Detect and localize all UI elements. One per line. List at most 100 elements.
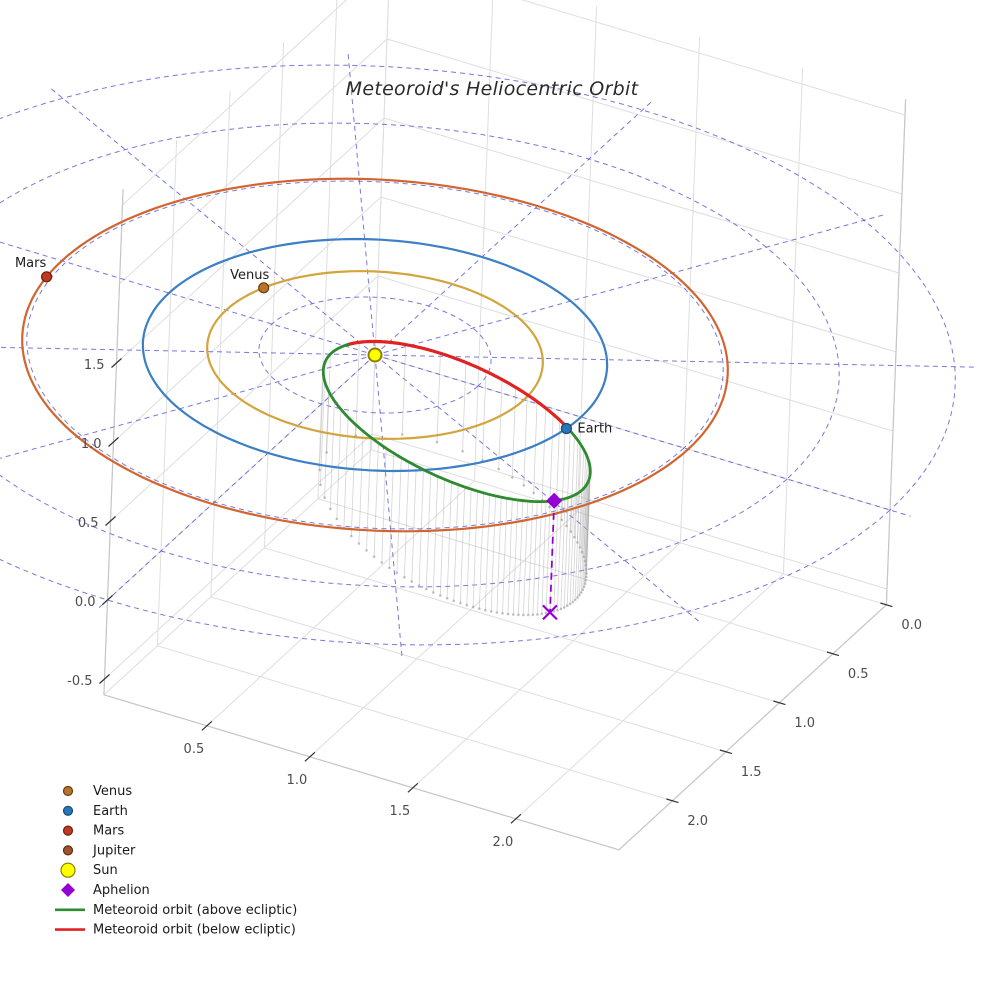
legend-marker-aphelion xyxy=(61,883,75,897)
stem-dot xyxy=(461,450,464,453)
stem-dot xyxy=(568,602,572,606)
plot-title: Meteoroid's Heliocentric Orbit xyxy=(345,78,639,100)
pane-grid xyxy=(103,0,907,851)
stem-dot xyxy=(584,579,588,582)
meteoroid-orbit-below-ecliptic xyxy=(346,339,571,431)
z-tick-label: 0.5 xyxy=(78,516,99,531)
planet-label-mars: Mars xyxy=(15,256,47,271)
planet-marker-earth xyxy=(560,422,573,435)
legend-marker-mars xyxy=(62,825,74,836)
stem-dot xyxy=(445,596,449,600)
stem-dot xyxy=(425,587,428,591)
stem-dot xyxy=(478,607,481,610)
planet-marker-venus xyxy=(258,282,270,294)
stem-dot xyxy=(465,603,469,607)
planet-marker-mars xyxy=(40,271,53,283)
stem-dot xyxy=(325,451,329,454)
aphelion-floor-projection-x xyxy=(542,604,558,621)
meteoroid-orbit xyxy=(321,339,592,503)
x-tick-label: 2.0 xyxy=(493,835,514,850)
stem-dot xyxy=(400,433,404,436)
stem-dot xyxy=(497,467,501,471)
y-tick-label: 2.0 xyxy=(687,814,708,829)
aphelion-group xyxy=(542,492,563,621)
stem-dot xyxy=(357,542,361,545)
orbit-earth xyxy=(141,237,609,473)
stem-dot xyxy=(556,608,559,612)
stem-dot xyxy=(536,613,539,616)
z-tick-label: 1.5 xyxy=(84,358,105,373)
stem-dot xyxy=(571,600,575,604)
stem-dot xyxy=(565,604,569,607)
stem-dot xyxy=(544,611,548,615)
stem-dot xyxy=(365,549,368,552)
stem-dot xyxy=(517,613,520,617)
stem-dot xyxy=(583,582,587,585)
stem-dot xyxy=(560,518,563,522)
stem-dot xyxy=(417,584,421,587)
ecliptic-polar-grid xyxy=(0,53,978,657)
legend-marker-earth xyxy=(62,805,74,816)
stem-dot xyxy=(578,593,581,597)
stem-dot xyxy=(403,576,406,579)
stem-dot xyxy=(380,561,384,564)
y-tick-label: 0.0 xyxy=(901,618,922,633)
y-tick-label: 0.5 xyxy=(848,667,869,682)
aphelion-marker xyxy=(546,492,563,509)
stem-dot xyxy=(585,575,588,579)
stem-dot xyxy=(512,613,515,616)
stem-dot xyxy=(569,530,573,533)
stem-dot xyxy=(562,606,566,609)
y-tick-label: 1.5 xyxy=(741,765,762,780)
stem-dot xyxy=(439,594,442,597)
stem-dot xyxy=(548,505,551,509)
legend-marker-venus xyxy=(62,785,74,797)
legend-marker-jupiter xyxy=(62,845,74,856)
stem-dot xyxy=(573,535,576,539)
stem-dot xyxy=(489,610,493,613)
orbit-venus xyxy=(206,270,544,440)
stem-dot xyxy=(484,608,487,612)
stem-dot xyxy=(559,607,563,611)
legend-label: Sun xyxy=(93,863,118,878)
legend-label: Venus xyxy=(93,784,132,799)
legend-label: Mars xyxy=(93,824,125,839)
stem-dot xyxy=(432,591,435,594)
stem-dot xyxy=(578,546,582,549)
stem-dot xyxy=(585,568,588,571)
planet-label-earth: Earth xyxy=(577,421,612,436)
legend-label: Meteoroid orbit (below ecliptic) xyxy=(93,923,296,938)
z-tick-label: 0.0 xyxy=(75,595,96,610)
planet-orbits xyxy=(21,177,729,533)
stem-dot xyxy=(511,476,514,479)
stem-dot xyxy=(576,596,579,599)
stem-dot xyxy=(395,571,399,575)
stem-dot xyxy=(506,612,510,616)
stem-dot xyxy=(581,588,585,591)
stem-dot xyxy=(522,613,525,617)
stem-dot xyxy=(323,496,326,500)
legend: Venus Earth Mars Jupiter Sun Aphelion Meteoroi… xyxy=(55,784,297,938)
stem-dot xyxy=(565,524,568,528)
stem-dot xyxy=(522,484,526,487)
z-tick-label: 1.0 xyxy=(81,437,102,452)
stem-dot xyxy=(583,559,587,563)
stem-dot xyxy=(540,612,544,616)
orbit-projection-stems xyxy=(319,342,591,616)
stem-dot xyxy=(526,613,530,617)
stem-dot xyxy=(410,580,414,583)
stem-dot xyxy=(582,555,585,559)
stem-dot xyxy=(576,541,579,544)
stem-dot xyxy=(335,517,339,521)
y-tick-label: 1.0 xyxy=(794,716,815,731)
meteoroid-orbit-above-ecliptic xyxy=(321,343,592,503)
x-tick-label: 1.0 xyxy=(287,773,308,788)
stem-dot xyxy=(459,601,462,605)
stem-dot xyxy=(585,572,588,575)
stem-dot xyxy=(552,610,556,613)
stem-dot xyxy=(329,507,332,511)
legend-marker-sun xyxy=(60,862,76,878)
planet-label-venus: Venus xyxy=(230,268,269,283)
